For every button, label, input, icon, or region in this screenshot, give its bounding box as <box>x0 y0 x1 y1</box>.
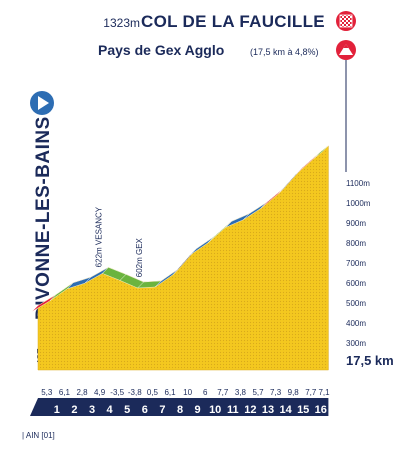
sponsor-name: Pays de Gex Agglo <box>98 42 224 58</box>
total-distance: 17,5 km <box>346 353 394 368</box>
summit-name: COL DE LA FAUCILLE <box>141 12 325 31</box>
km-label-1: 1 <box>54 404 60 416</box>
waypoint-label-2: 602m GEX <box>135 237 144 277</box>
km-label-10: 10 <box>209 404 221 416</box>
distance-strip <box>30 398 329 416</box>
gradient-label-8: 6,1 <box>164 388 176 397</box>
gradient-label-11: 7,7 <box>217 388 229 397</box>
km-label-8: 8 <box>177 404 183 416</box>
altitude-tick-400: 400m <box>346 319 366 328</box>
gradient-label-5: -3,5 <box>110 388 124 397</box>
gradient-label-3: 2,8 <box>76 388 88 397</box>
km-label-5: 5 <box>124 404 130 416</box>
checkered-flag-icon <box>336 11 356 31</box>
gradient-label-2: 6,1 <box>59 388 71 397</box>
altitude-tick-1100: 1100m <box>346 179 370 188</box>
km-label-12: 12 <box>244 404 256 416</box>
gradient-segment-17 <box>313 145 329 159</box>
gradient-label-12: 3,8 <box>235 388 247 397</box>
gradient-label-14: 7,3 <box>270 388 282 397</box>
km-label-2: 2 <box>71 404 77 416</box>
start-name: DIVONNE-LES-BAINS <box>33 116 54 320</box>
play-arrow-icon <box>30 91 54 115</box>
km-label-14: 14 <box>279 404 292 416</box>
km-label-13: 13 <box>262 404 274 416</box>
region-label: | AIN [01] <box>22 431 55 440</box>
gradient-label-4: 4,9 <box>94 388 106 397</box>
altitude-axis: 300m 400m 500m 600m 700m 800m 900m 1000m 1100m <box>346 179 371 348</box>
gradient-label-9: 10 <box>183 388 192 397</box>
altitude-tick-800: 800m <box>346 239 366 248</box>
profile-area <box>37 145 329 371</box>
km-label-16: 16 <box>315 404 327 416</box>
climb-detail: (17,5 km à 4,8%) <box>250 47 319 57</box>
km-label-9: 9 <box>195 404 201 416</box>
altitude-tick-600: 600m <box>346 279 366 288</box>
altitude-tick-900: 900m <box>346 219 366 228</box>
km-label-11: 11 <box>227 404 239 416</box>
km-label-3: 3 <box>89 404 95 416</box>
gradient-label-1: 5,3 <box>41 388 53 397</box>
waypoint-labels: 622m VESANCY 602m GEX <box>94 206 143 277</box>
gradient-label-13: 5,7 <box>252 388 264 397</box>
mountain-icon <box>336 40 356 60</box>
gradient-label-17: 7,1 <box>318 388 330 397</box>
gradient-label-7: 0,5 <box>147 388 159 397</box>
profile-fill <box>37 145 329 371</box>
distance-base: 1 2 3 4 5 6 7 8 9 10 11 12 13 14 15 16 <box>30 398 329 416</box>
km-label-7: 7 <box>159 404 165 416</box>
km-label-6: 6 <box>142 404 148 416</box>
gradient-band <box>31 145 329 312</box>
altitude-tick-1000: 1000m <box>346 199 371 208</box>
gradient-label-16: 7,7 <box>305 388 317 397</box>
summit-altitude: 1323m <box>103 16 140 30</box>
km-label-4: 4 <box>107 404 114 416</box>
km-label-15: 15 <box>297 404 309 416</box>
altitude-tick-700: 700m <box>346 259 366 268</box>
gradient-label-15: 9,8 <box>288 388 300 397</box>
altitude-tick-500: 500m <box>346 299 366 308</box>
gradient-label-10: 6 <box>203 388 208 397</box>
gradient-labels: 5,3 6,1 2,8 4,9 -3,5 -3,8 0,5 6,1 10 6 7,7 3,8 5,7 7,… <box>41 388 330 397</box>
waypoint-label-1: 622m VESANCY <box>94 206 103 267</box>
altitude-tick-300: 300m <box>346 339 366 348</box>
gradient-label-6: -3,8 <box>128 388 142 397</box>
